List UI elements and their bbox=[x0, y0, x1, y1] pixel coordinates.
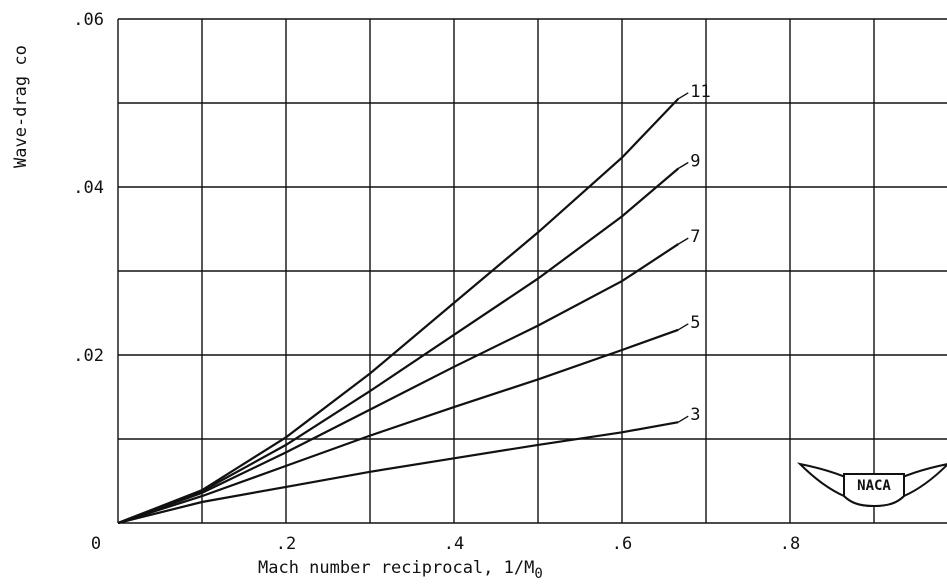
series-label-3: 3 bbox=[690, 405, 700, 425]
series-label-leader bbox=[677, 161, 689, 170]
x-tick-label: .2 bbox=[276, 534, 296, 554]
series-label-leader bbox=[677, 415, 689, 423]
y-tick-label: .04 bbox=[73, 178, 104, 198]
x-tick-label: .8 bbox=[780, 534, 800, 554]
series-line-7 bbox=[117, 243, 679, 525]
series-line-3 bbox=[117, 421, 679, 525]
series-label-9: 9 bbox=[690, 152, 700, 172]
series-label-leader bbox=[677, 92, 689, 100]
series-label-11: 11 bbox=[690, 82, 710, 102]
series-line-5 bbox=[117, 328, 679, 525]
x-tick-label: 0 bbox=[91, 534, 101, 554]
x-tick-label: .6 bbox=[612, 534, 632, 554]
y-tick-label: .06 bbox=[73, 10, 104, 30]
grid bbox=[117, 18, 947, 524]
series-labels: 3 5 7 9 11 bbox=[677, 82, 711, 425]
naca-logo-text: NACA bbox=[857, 478, 891, 494]
series-label-leader bbox=[677, 237, 689, 245]
series-lines bbox=[117, 98, 680, 525]
series-label-5: 5 bbox=[690, 313, 700, 333]
series-label-7: 7 bbox=[690, 227, 700, 247]
x-axis-label: Mach number reciprocal, 1/M0 bbox=[258, 558, 543, 582]
y-tick-label: .02 bbox=[73, 346, 104, 366]
series-label-leader bbox=[677, 323, 689, 331]
tick-labels: 0 .2 .4 .6 .8 .02 .04 .06 bbox=[73, 10, 800, 554]
x-tick-label: .4 bbox=[444, 534, 464, 554]
series-line-11 bbox=[117, 98, 680, 525]
naca-logo: NACA bbox=[796, 462, 947, 508]
series-line-9 bbox=[117, 167, 680, 525]
y-axis-label: Wave-drag co bbox=[11, 45, 31, 168]
